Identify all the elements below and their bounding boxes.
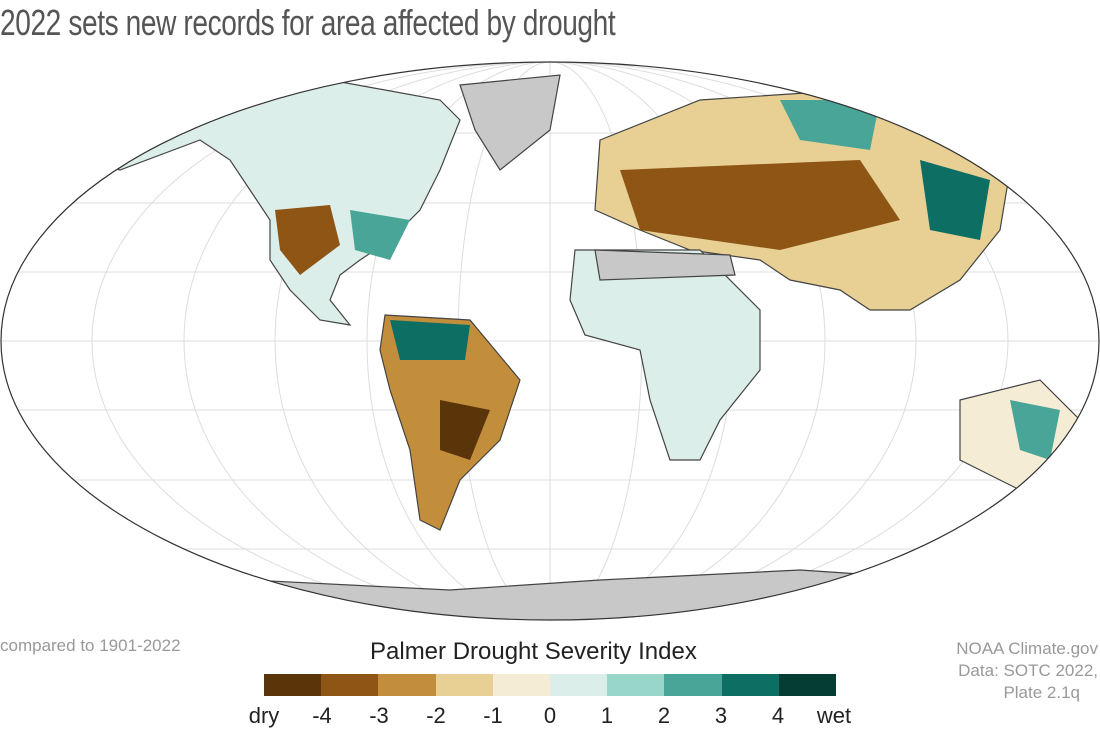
- world-drought-map: [0, 61, 1100, 621]
- greenland: [459, 74, 561, 171]
- graticule: [1, 62, 1099, 620]
- credit-line: Data: SOTC 2022,: [958, 661, 1098, 680]
- legend-swatch: [549, 674, 608, 696]
- legend-label: 4: [771, 703, 785, 728]
- legend-label: 1: [600, 703, 614, 728]
- legend-label: -2: [426, 703, 446, 728]
- legend-label: -1: [483, 703, 503, 728]
- legend-swatch: [492, 674, 550, 696]
- color-scale-bar: [264, 674, 836, 696]
- legend-swatch: [607, 674, 665, 696]
- legend-swatch: [778, 674, 836, 696]
- credit-line: Plate 2.1q: [1003, 683, 1080, 702]
- sahara-no-data: [594, 249, 736, 281]
- legend-label: wet: [816, 703, 852, 728]
- credit: NOAA Climate.gov Data: SOTC 2022, Plate …: [956, 638, 1098, 704]
- antarctica: [149, 569, 1002, 620]
- legend-label: 2: [657, 703, 671, 728]
- legend-swatch: [435, 674, 493, 696]
- legend-label: dry: [248, 703, 280, 728]
- legend-label: -3: [369, 703, 389, 728]
- africa: [569, 249, 761, 461]
- legend-label: 0: [543, 703, 557, 728]
- baseline-note: compared to 1901-2022: [0, 636, 181, 655]
- legend-swatch: [264, 674, 322, 696]
- credit-line: NOAA Climate.gov: [956, 639, 1098, 658]
- legend-swatch: [378, 674, 436, 696]
- legend-label: 3: [714, 703, 728, 728]
- north-america: [78, 79, 461, 326]
- map-outline: [0, 61, 1100, 621]
- map-title: 2022 sets new records for area affected …: [0, 2, 616, 43]
- legend-title: Palmer Drought Severity Index: [370, 638, 697, 665]
- legend-label: -4: [312, 703, 332, 728]
- legend-swatch: [664, 674, 722, 696]
- legend-swatch: [721, 674, 779, 696]
- legend-swatch: [321, 674, 379, 696]
